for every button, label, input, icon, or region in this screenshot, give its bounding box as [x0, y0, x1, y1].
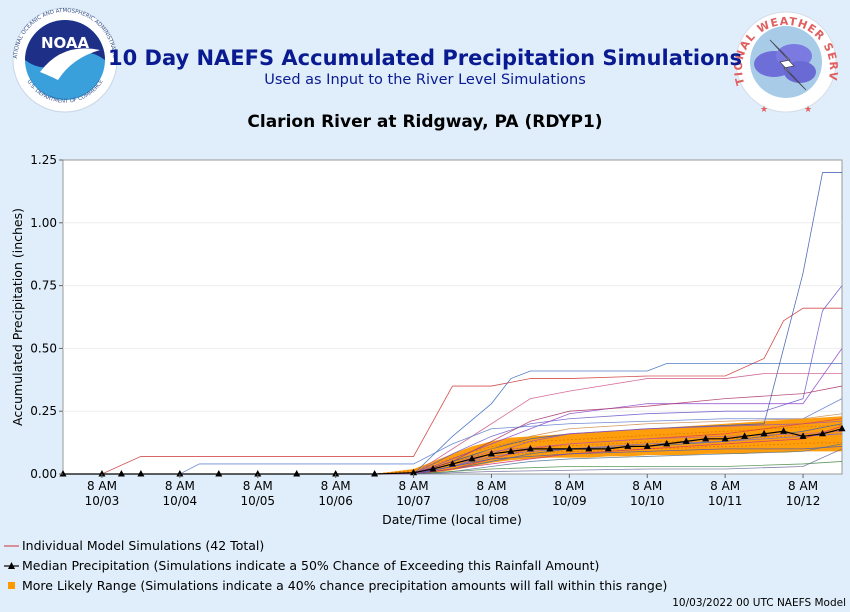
median-point-icon	[59, 470, 67, 477]
legend-individual: Individual Model Simulations (42 Total)	[4, 538, 264, 553]
median-point-icon	[819, 429, 827, 437]
x-tick-label-date: 10/07	[396, 494, 431, 508]
simulation-line	[63, 373, 842, 475]
simulation-line	[63, 445, 843, 475]
x-tick-label-date: 10/05	[240, 494, 275, 508]
x-tick-label-time: 8 AM	[399, 479, 429, 493]
median-point-icon	[565, 444, 573, 452]
simulation-line	[63, 363, 842, 475]
x-axis-label: Date/Time (local time)	[382, 512, 522, 527]
y-tick-label: 0.25	[30, 404, 57, 418]
x-tick-label-date: 10/06	[318, 494, 353, 508]
simulation-line	[63, 461, 843, 475]
nws-star-right-icon: ★	[804, 105, 812, 115]
median-point-icon	[254, 470, 262, 477]
median-point-icon	[215, 470, 223, 477]
x-tick-label-time: 8 AM	[87, 479, 117, 493]
median-point-icon	[429, 464, 437, 472]
median-point-icon	[176, 470, 184, 477]
noaa-logo: NOAA NATIONAL OCEANIC AND ATMOSPHERIC AD…	[0, 0, 118, 113]
median-point-icon	[604, 444, 612, 452]
x-tick-label-date: 10/04	[163, 494, 198, 508]
legend-median: Median Precipitation (Simulations indica…	[4, 558, 599, 573]
x-tick-label-date: 10/12	[786, 494, 821, 508]
model-run-footer: 10/03/2022 00 UTC NAEFS Model	[672, 597, 846, 609]
median-point-icon	[780, 427, 788, 434]
x-tick-label-time: 8 AM	[165, 479, 195, 493]
x-tick-label-date: 10/08	[474, 494, 509, 508]
simulation-line	[63, 307, 842, 475]
median-point-icon	[643, 442, 651, 449]
median-point-icon	[293, 470, 301, 477]
median-point-icon	[117, 470, 125, 477]
median-point-icon	[98, 470, 106, 477]
y-tick-label: 1.00	[30, 216, 57, 230]
simulation-line	[63, 448, 843, 475]
chart-title: 10 Day NAEFS Accumulated Precipitation S…	[107, 46, 742, 70]
range-band	[63, 416, 842, 474]
median-point-icon	[721, 434, 729, 442]
x-tick-label-time: 8 AM	[476, 479, 506, 493]
legend-range-symbol	[8, 582, 15, 589]
x-tick-label-time: 8 AM	[243, 479, 273, 493]
y-tick-label: 0.50	[30, 341, 57, 355]
median-point-icon	[410, 468, 418, 476]
legend-individual-label: Individual Model Simulations (42 Total)	[22, 538, 265, 553]
median-point-icon	[741, 432, 749, 439]
median-point-icon	[487, 449, 495, 457]
y-axis: 0.00 0.25 0.50 0.75 1.00 1.25	[30, 153, 63, 481]
chart-subtitle: Used as Input to the River Level Simulat…	[264, 72, 586, 88]
x-tick-label-time: 8 AM	[788, 479, 818, 493]
y-tick-label: 0.75	[30, 279, 57, 293]
legend-median-triangle-icon	[8, 562, 15, 569]
median-point-icon	[663, 439, 671, 447]
median-point-icon	[507, 447, 515, 454]
x-tick-label-time: 8 AM	[710, 479, 740, 493]
median-point-icon	[371, 470, 379, 477]
legend-range: More Likely Range (Simulations indicate …	[4, 578, 667, 593]
median-point-icon	[468, 454, 476, 462]
median-point-icon	[838, 424, 846, 432]
median-point-icon	[449, 459, 456, 467]
median-point-icon	[137, 470, 145, 477]
median-point-icon	[702, 434, 710, 442]
median-point-icon	[526, 444, 534, 452]
simulation-line	[63, 285, 843, 475]
x-tick-label-time: 8 AM	[321, 479, 351, 493]
x-tick-label-date: 10/11	[708, 494, 743, 508]
y-axis-label: Accumulated Precipitation (inches)	[10, 208, 25, 426]
y-tick-label: 0.00	[30, 467, 57, 481]
grid-lines	[63, 222, 842, 412]
station-name: Clarion River at Ridgway, PA (RDYP1)	[247, 112, 603, 132]
simulation-line	[63, 398, 843, 475]
median-point-icon	[624, 442, 632, 449]
noaa-logo-text: NOAA	[41, 34, 90, 52]
simulation-line	[63, 425, 843, 475]
x-tick-label-date: 10/10	[630, 494, 665, 508]
median-point-icon	[332, 470, 340, 477]
median-point-icon	[799, 432, 807, 439]
x-tick-label-date: 10/09	[552, 494, 587, 508]
y-tick-label: 1.25	[30, 153, 57, 167]
x-tick-label-time: 8 AM	[554, 479, 584, 493]
nws-star-left-icon: ★	[760, 105, 768, 115]
legend-range-label: More Likely Range (Simulations indicate …	[22, 578, 668, 593]
median-point-icon	[546, 444, 554, 452]
median-point-icon	[760, 429, 768, 437]
median-point-icon	[585, 444, 593, 452]
x-tick-label-time: 8 AM	[632, 479, 662, 493]
x-tick-label-date: 10/03	[85, 494, 120, 508]
median-line	[59, 424, 846, 477]
legend-median-label: Median Precipitation (Simulations indica…	[22, 558, 600, 573]
median-point-icon	[682, 437, 690, 444]
